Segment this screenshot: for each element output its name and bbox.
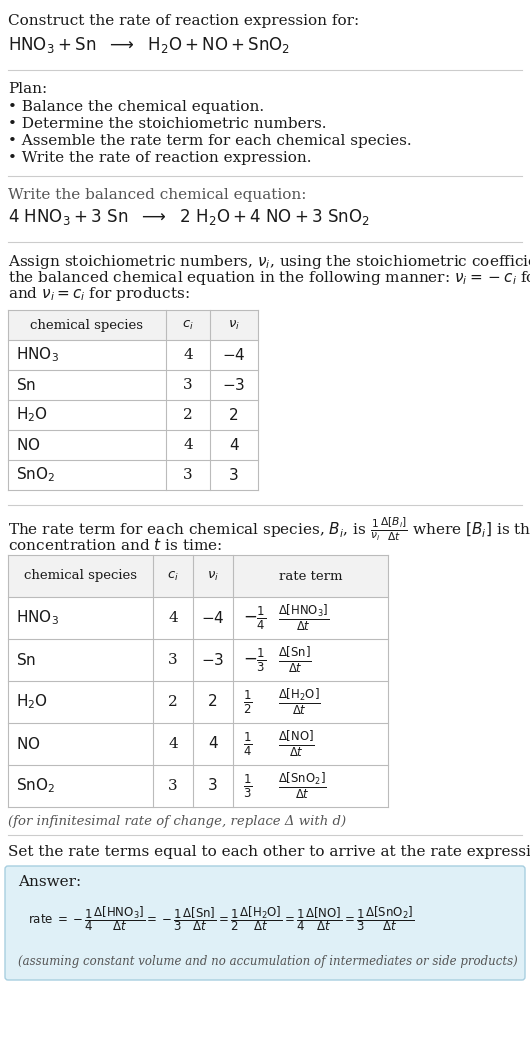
Text: concentration and $t$ is time:: concentration and $t$ is time: bbox=[8, 537, 222, 553]
Text: chemical species: chemical species bbox=[31, 319, 144, 331]
Text: 3: 3 bbox=[229, 468, 239, 482]
Text: Plan:: Plan: bbox=[8, 82, 47, 96]
Text: and $\nu_i = c_i$ for products:: and $\nu_i = c_i$ for products: bbox=[8, 286, 190, 303]
Text: $\mathrm{HNO_3}$: $\mathrm{HNO_3}$ bbox=[16, 609, 59, 627]
Text: $-3$: $-3$ bbox=[201, 652, 225, 668]
Text: $c_i$: $c_i$ bbox=[167, 569, 179, 582]
Text: $-3$: $-3$ bbox=[223, 377, 245, 393]
Text: $\frac{\Delta[\mathrm{H_2O}]}{\Delta t}$: $\frac{\Delta[\mathrm{H_2O}]}{\Delta t}$ bbox=[278, 687, 321, 717]
Bar bbox=[8, 311, 258, 340]
Text: Construct the rate of reaction expression for:: Construct the rate of reaction expressio… bbox=[8, 14, 359, 28]
Text: 4: 4 bbox=[183, 348, 193, 362]
Text: Answer:: Answer: bbox=[18, 875, 81, 889]
Bar bbox=[8, 555, 388, 597]
Text: $\frac{\Delta[\mathrm{NO}]}{\Delta t}$: $\frac{\Delta[\mathrm{NO}]}{\Delta t}$ bbox=[278, 728, 315, 760]
Bar bbox=[8, 555, 388, 807]
Text: 3: 3 bbox=[168, 779, 178, 793]
Text: 2: 2 bbox=[208, 695, 218, 710]
Text: the balanced chemical equation in the following manner: $\nu_i = -c_i$ for react: the balanced chemical equation in the fo… bbox=[8, 269, 530, 287]
Text: $\mathrm{Sn}$: $\mathrm{Sn}$ bbox=[16, 652, 36, 668]
Text: 4: 4 bbox=[183, 438, 193, 452]
Text: $-4$: $-4$ bbox=[222, 347, 246, 363]
Text: $c_i$: $c_i$ bbox=[182, 319, 194, 331]
Text: • Balance the chemical equation.: • Balance the chemical equation. bbox=[8, 100, 264, 114]
FancyBboxPatch shape bbox=[5, 866, 525, 979]
Text: $-\frac{1}{4}$: $-\frac{1}{4}$ bbox=[243, 604, 267, 631]
Text: $\mathrm{4\ HNO_3 + 3\ Sn\ \ \longrightarrow\ \ 2\ H_2O + 4\ NO + 3\ SnO_2}$: $\mathrm{4\ HNO_3 + 3\ Sn\ \ \longrighta… bbox=[8, 207, 370, 227]
Text: 3: 3 bbox=[168, 653, 178, 667]
Text: (assuming constant volume and no accumulation of intermediates or side products): (assuming constant volume and no accumul… bbox=[18, 956, 518, 968]
Text: 4: 4 bbox=[168, 737, 178, 751]
Text: rate term: rate term bbox=[279, 570, 342, 582]
Text: 3: 3 bbox=[208, 778, 218, 794]
Text: Assign stoichiometric numbers, $\nu_i$, using the stoichiometric coefficients, $: Assign stoichiometric numbers, $\nu_i$, … bbox=[8, 253, 530, 271]
Text: $-4$: $-4$ bbox=[201, 610, 225, 626]
Text: $\frac{\Delta[\mathrm{Sn}]}{\Delta t}$: $\frac{\Delta[\mathrm{Sn}]}{\Delta t}$ bbox=[278, 645, 312, 675]
Text: 4: 4 bbox=[229, 438, 239, 452]
Text: $\frac{\Delta[\mathrm{HNO_3}]}{\Delta t}$: $\frac{\Delta[\mathrm{HNO_3}]}{\Delta t}… bbox=[278, 602, 329, 634]
Text: rate $= -\dfrac{1}{4}\dfrac{\Delta[\mathrm{HNO_3}]}{\Delta t} = -\dfrac{1}{3}\df: rate $= -\dfrac{1}{4}\dfrac{\Delta[\math… bbox=[28, 904, 414, 933]
Text: $\frac{1}{4}$: $\frac{1}{4}$ bbox=[243, 730, 252, 758]
Bar bbox=[8, 311, 258, 490]
Text: • Determine the stoichiometric numbers.: • Determine the stoichiometric numbers. bbox=[8, 117, 326, 131]
Text: 3: 3 bbox=[183, 378, 193, 392]
Text: (for infinitesimal rate of change, replace Δ with d): (for infinitesimal rate of change, repla… bbox=[8, 815, 346, 828]
Text: $\mathrm{NO}$: $\mathrm{NO}$ bbox=[16, 437, 40, 453]
Text: $\mathrm{H_2O}$: $\mathrm{H_2O}$ bbox=[16, 693, 48, 712]
Text: Set the rate terms equal to each other to arrive at the rate expression:: Set the rate terms equal to each other t… bbox=[8, 845, 530, 859]
Text: 2: 2 bbox=[183, 408, 193, 422]
Text: $\mathrm{Sn}$: $\mathrm{Sn}$ bbox=[16, 377, 36, 393]
Text: 4: 4 bbox=[208, 737, 218, 751]
Text: 4: 4 bbox=[168, 611, 178, 625]
Text: $\frac{1}{2}$: $\frac{1}{2}$ bbox=[243, 689, 252, 716]
Text: $\mathrm{SnO_2}$: $\mathrm{SnO_2}$ bbox=[16, 776, 55, 795]
Text: 3: 3 bbox=[183, 468, 193, 482]
Text: $\frac{\Delta[\mathrm{SnO_2}]}{\Delta t}$: $\frac{\Delta[\mathrm{SnO_2}]}{\Delta t}… bbox=[278, 771, 326, 801]
Text: Write the balanced chemical equation:: Write the balanced chemical equation: bbox=[8, 188, 306, 202]
Text: $\nu_i$: $\nu_i$ bbox=[207, 569, 219, 582]
Text: 2: 2 bbox=[229, 407, 239, 422]
Text: • Assemble the rate term for each chemical species.: • Assemble the rate term for each chemic… bbox=[8, 134, 412, 148]
Text: chemical species: chemical species bbox=[24, 570, 137, 582]
Text: $\mathrm{HNO_3}$: $\mathrm{HNO_3}$ bbox=[16, 346, 59, 365]
Text: $-\frac{1}{3}$: $-\frac{1}{3}$ bbox=[243, 646, 267, 674]
Text: $\mathrm{NO}$: $\mathrm{NO}$ bbox=[16, 736, 40, 752]
Text: The rate term for each chemical species, $B_i$, is $\frac{1}{\nu_i}\frac{\Delta[: The rate term for each chemical species,… bbox=[8, 515, 530, 543]
Text: $\nu_i$: $\nu_i$ bbox=[228, 319, 240, 331]
Text: • Write the rate of reaction expression.: • Write the rate of reaction expression. bbox=[8, 151, 312, 165]
Text: $\mathrm{HNO_3 + Sn\ \ \longrightarrow\ \ H_2O + NO + SnO_2}$: $\mathrm{HNO_3 + Sn\ \ \longrightarrow\ … bbox=[8, 35, 290, 55]
Text: $\mathrm{H_2O}$: $\mathrm{H_2O}$ bbox=[16, 405, 48, 424]
Text: $\mathrm{SnO_2}$: $\mathrm{SnO_2}$ bbox=[16, 466, 55, 485]
Text: $\frac{1}{3}$: $\frac{1}{3}$ bbox=[243, 772, 252, 799]
Text: 2: 2 bbox=[168, 695, 178, 709]
